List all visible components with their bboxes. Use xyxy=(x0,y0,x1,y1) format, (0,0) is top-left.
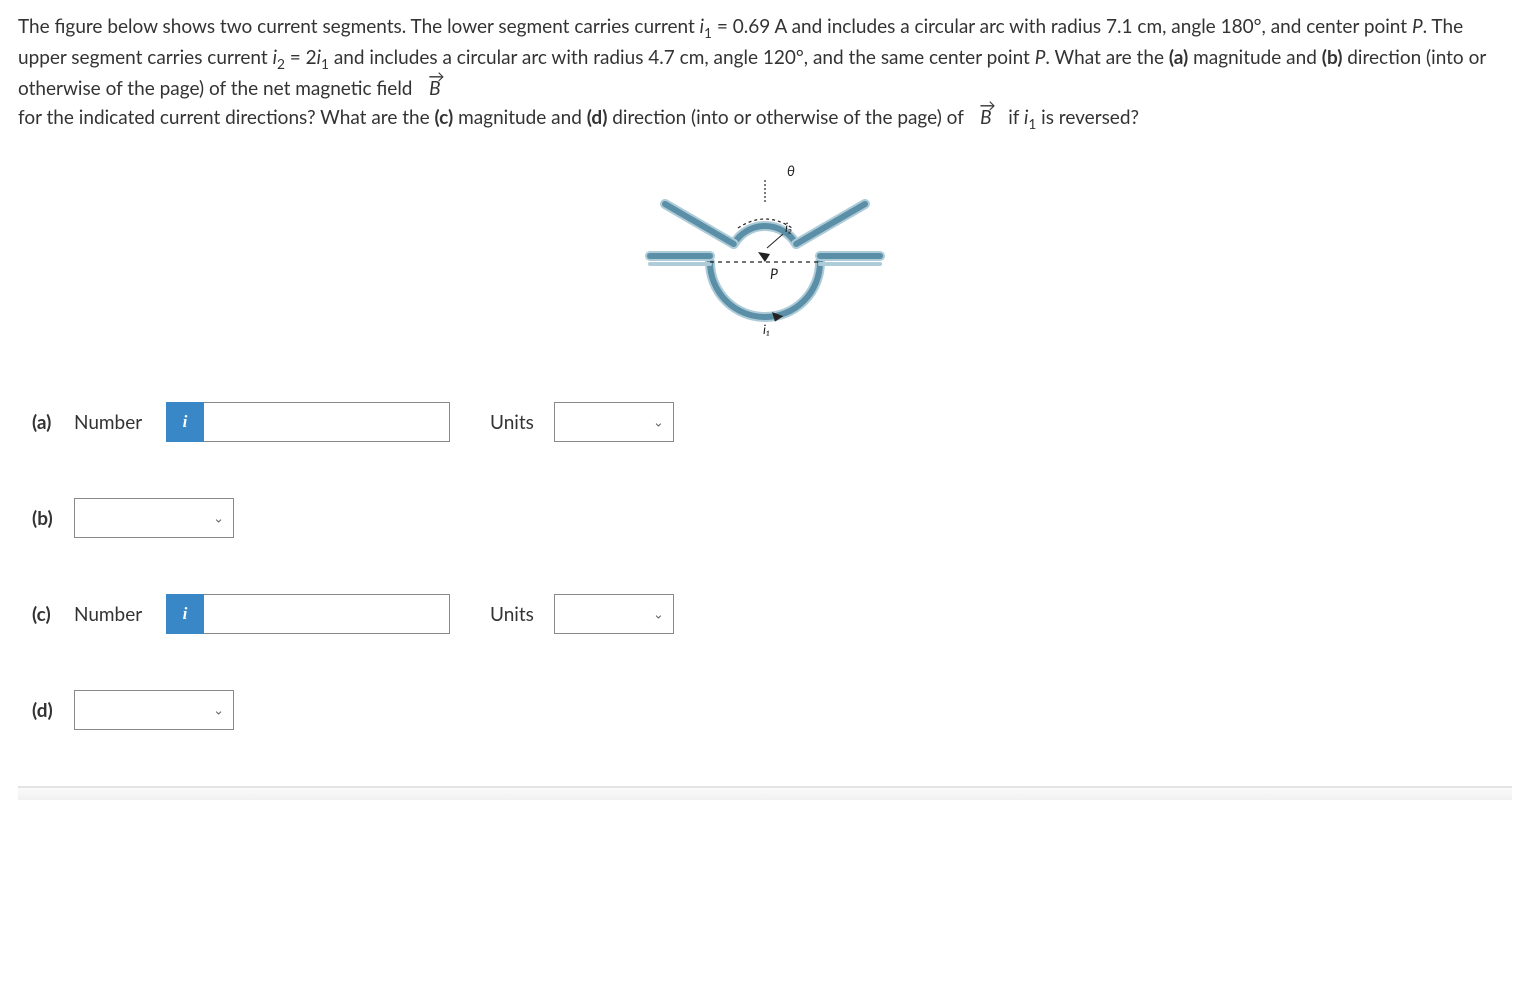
figure-theta-label: θ xyxy=(787,162,795,179)
direction-select-d[interactable] xyxy=(74,690,234,730)
units-select-c[interactable] xyxy=(554,594,674,634)
number-input-a[interactable] xyxy=(204,402,450,442)
circuit-figure: θ i₂ P i₁ xyxy=(635,162,895,362)
q-i2-sub: 2 xyxy=(277,55,285,72)
part-label-d: (d) xyxy=(32,699,60,722)
number-input-wrap-c: i xyxy=(166,594,450,634)
figure-container: θ i₂ P i₁ xyxy=(18,162,1512,362)
vector-B-icon: B xyxy=(427,74,442,103)
q-text-seg: = 2 xyxy=(285,46,317,69)
answer-row-d: (d) ⌄ xyxy=(32,690,1512,730)
q-text-seg: for the indicated current directions? Wh… xyxy=(18,106,435,129)
q-part-d-label: (d) xyxy=(587,106,608,129)
number-input-wrap-a: i xyxy=(166,402,450,442)
part-label-a: (a) xyxy=(32,411,60,434)
info-icon[interactable]: i xyxy=(166,594,204,634)
q-i2eq-sub: 1 xyxy=(321,55,329,72)
q-part-a-label: (a) xyxy=(1169,46,1188,69)
answer-row-c: (c) Number i Units ⌄ xyxy=(32,594,1512,634)
page-root: The figure below shows two current segme… xyxy=(0,0,1530,812)
direction-select-b[interactable] xyxy=(74,498,234,538)
q-text-seg: if xyxy=(1003,106,1024,129)
q-text-seg: direction (into or otherwise of the page… xyxy=(607,106,968,129)
q-part-b-label: (b) xyxy=(1322,46,1343,69)
figure-i1-label: i₁ xyxy=(763,321,770,337)
figure-i2-label: i₂ xyxy=(785,219,792,235)
part-label-b: (b) xyxy=(32,507,60,530)
vector-B-icon: B xyxy=(978,103,993,132)
question-text: The figure below shows two current segme… xyxy=(18,12,1512,134)
q-P: P xyxy=(1412,15,1423,38)
info-icon[interactable]: i xyxy=(166,402,204,442)
units-label-a: Units xyxy=(490,411,534,434)
q-i1-sub: 1 xyxy=(704,24,712,41)
units-select-a[interactable] xyxy=(554,402,674,442)
q-text-seg: The figure below shows two current segme… xyxy=(18,15,700,38)
number-input-c[interactable] xyxy=(204,594,450,634)
q-part-c-label: (c) xyxy=(435,106,454,129)
q-text-seg: magnitude and xyxy=(453,106,586,129)
q-P: P xyxy=(1035,46,1046,69)
q-text-seg: = 0.69 A and includes a circular arc wit… xyxy=(712,15,1412,38)
number-label-a: Number xyxy=(74,411,152,434)
units-label-c: Units xyxy=(490,603,534,626)
answer-row-a: (a) Number i Units ⌄ xyxy=(32,402,1512,442)
q-text-seg: . What are the xyxy=(1045,46,1168,69)
part-label-c: (c) xyxy=(32,603,60,626)
answer-row-b: (b) ⌄ xyxy=(32,498,1512,538)
footer-divider xyxy=(18,786,1512,800)
q-text-seg: is reversed? xyxy=(1036,106,1139,129)
number-label-c: Number xyxy=(74,603,152,626)
q-text-seg: magnitude and xyxy=(1188,46,1321,69)
figure-P-label: P xyxy=(770,265,778,282)
